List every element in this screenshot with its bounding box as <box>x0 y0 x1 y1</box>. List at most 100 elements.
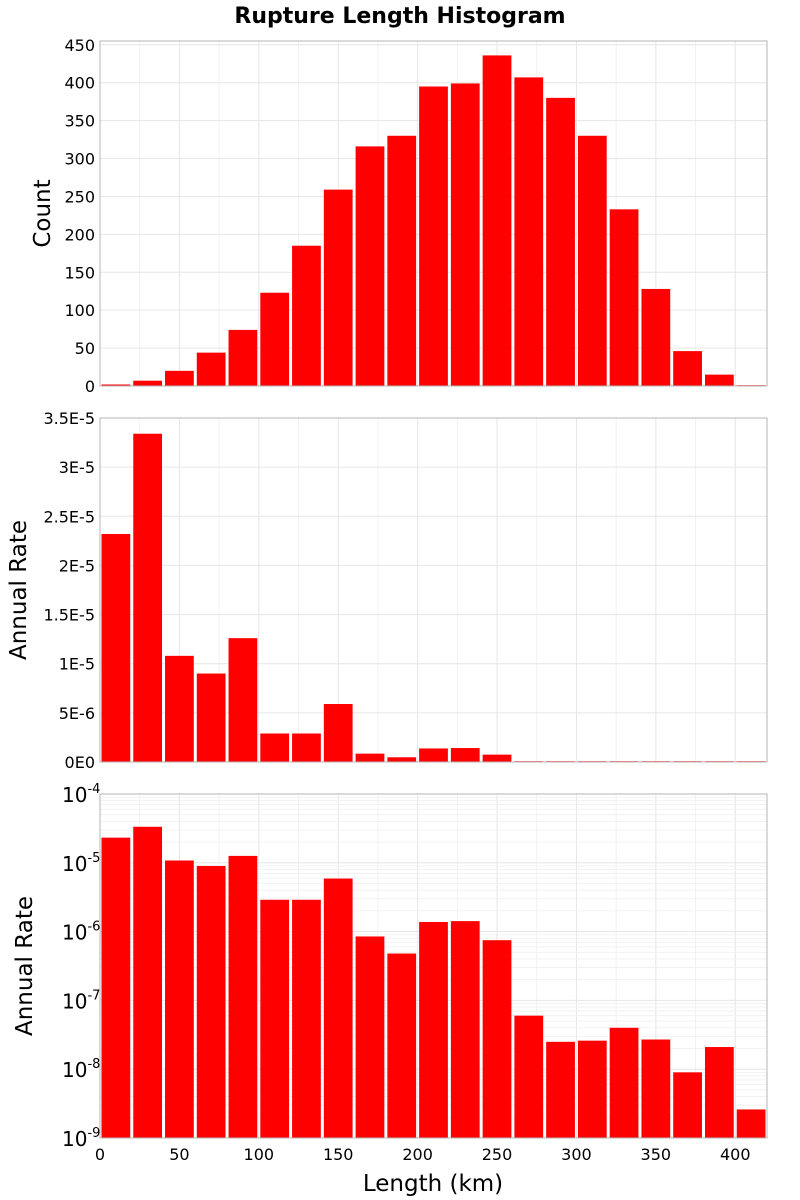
y-tick-label: 3E-5 <box>59 458 95 477</box>
y-tick-label: 200 <box>64 225 95 244</box>
y-tick-label: 10-4 <box>62 782 100 807</box>
y-tick-label: 50 <box>75 339 95 358</box>
x-tick-label: 200 <box>402 1145 433 1164</box>
y-axis-label: Count <box>30 179 56 247</box>
y-tick-label: 0E0 <box>65 753 95 772</box>
y-tick-label: 100 <box>64 301 95 320</box>
bar <box>196 865 226 1138</box>
x-tick-label: 400 <box>720 1145 751 1164</box>
bar <box>546 1041 575 1138</box>
bar <box>387 135 417 386</box>
y-tick-label: 450 <box>64 36 95 55</box>
bar <box>355 936 385 1138</box>
bar <box>609 1027 639 1138</box>
bar <box>196 673 226 762</box>
y-tick-label: 2.5E-5 <box>43 507 95 526</box>
bar <box>577 1040 607 1138</box>
bar <box>419 748 448 762</box>
bar <box>482 940 512 1138</box>
y-tick-label: 1.5E-5 <box>43 606 95 625</box>
bar <box>450 748 480 762</box>
y-tick-label: 0 <box>85 377 95 396</box>
plot-frame <box>99 417 768 763</box>
y-tick-label: 3.5E-5 <box>43 409 95 428</box>
bar <box>387 757 417 762</box>
bar <box>292 245 321 386</box>
bar <box>323 704 353 762</box>
y-tick-label: 10-9 <box>62 1126 100 1151</box>
panel-1: 0 50 100 150 200 250 300 350 400 450 Count <box>30 36 768 396</box>
y-tick-label: 10-8 <box>62 1057 100 1082</box>
bar <box>609 209 639 386</box>
bar <box>165 860 194 1138</box>
y-tick-label: 350 <box>64 112 95 131</box>
bar <box>387 953 417 1138</box>
y-tick-label: 300 <box>64 150 95 169</box>
x-tick-label: 250 <box>482 1145 513 1164</box>
y-tick-label: 10-7 <box>62 988 100 1013</box>
y-axis-label: Annual Rate <box>6 520 32 660</box>
bar <box>673 1072 702 1138</box>
bar <box>704 1047 734 1138</box>
bar <box>704 374 734 386</box>
bar <box>323 189 353 386</box>
bar <box>228 638 258 762</box>
y-tick-label: 2E-5 <box>59 556 95 575</box>
bar <box>419 921 448 1138</box>
y-tick-label: 400 <box>64 74 95 93</box>
bar <box>577 135 607 386</box>
x-axis-label: Length (km) <box>363 1171 503 1197</box>
bar <box>133 826 163 1138</box>
bar <box>260 292 290 386</box>
bar <box>292 733 321 762</box>
panel-3: 10-9 10-8 10-7 10-6 10-5 10-4 Annual Rate 0 50 10… <box>12 782 768 1164</box>
x-tick-label: 100 <box>244 1145 275 1164</box>
chart-title: Rupture Length Histogram <box>234 4 565 29</box>
bar <box>514 1015 544 1138</box>
bar <box>450 921 480 1138</box>
bar <box>355 753 385 762</box>
bar <box>101 533 131 762</box>
x-tick-label: 300 <box>561 1145 592 1164</box>
bar <box>641 288 671 386</box>
plot-frame <box>99 40 768 387</box>
bar <box>133 433 163 762</box>
x-tick-label: 350 <box>641 1145 672 1164</box>
x-tick-label: 50 <box>169 1145 189 1164</box>
bar <box>260 733 290 762</box>
bar <box>260 899 290 1138</box>
y-axis-label: Annual Rate <box>12 896 38 1036</box>
bar <box>546 97 575 386</box>
chart-panels: 0 50 100 150 200 250 300 350 400 450 Count 0E0 5E-6 1… <box>6 36 768 1164</box>
bar <box>419 86 448 386</box>
y-tick-label: 10-5 <box>62 851 100 876</box>
y-tick-label: 150 <box>64 263 95 282</box>
plot-frame <box>99 793 768 1139</box>
y-tick-label: 5E-6 <box>59 704 95 723</box>
bar <box>355 146 385 386</box>
bar <box>641 1039 671 1138</box>
bar <box>165 370 194 386</box>
bar <box>228 855 258 1138</box>
bar <box>101 384 131 386</box>
bar <box>292 899 321 1138</box>
y-tick-label: 1E-5 <box>59 655 95 674</box>
bar <box>514 77 544 387</box>
bar <box>228 329 258 386</box>
x-tick-label: 150 <box>323 1145 354 1164</box>
bar <box>673 351 702 386</box>
panel-2: 0E0 5E-6 1E-5 1.5E-5 2E-5 2.5E-5 3E-5 3.5E-5 Ann… <box>6 409 768 772</box>
bar <box>450 83 480 386</box>
y-tick-label: 250 <box>64 187 95 206</box>
bar <box>736 1109 766 1138</box>
bar <box>133 380 163 386</box>
bar <box>165 655 194 762</box>
bar <box>482 55 512 387</box>
x-tick-label: 0 <box>95 1145 105 1164</box>
y-tick-label: 10-6 <box>62 920 100 945</box>
bar <box>482 754 512 762</box>
bar <box>101 837 131 1138</box>
bar <box>196 352 226 386</box>
bar <box>323 878 353 1138</box>
